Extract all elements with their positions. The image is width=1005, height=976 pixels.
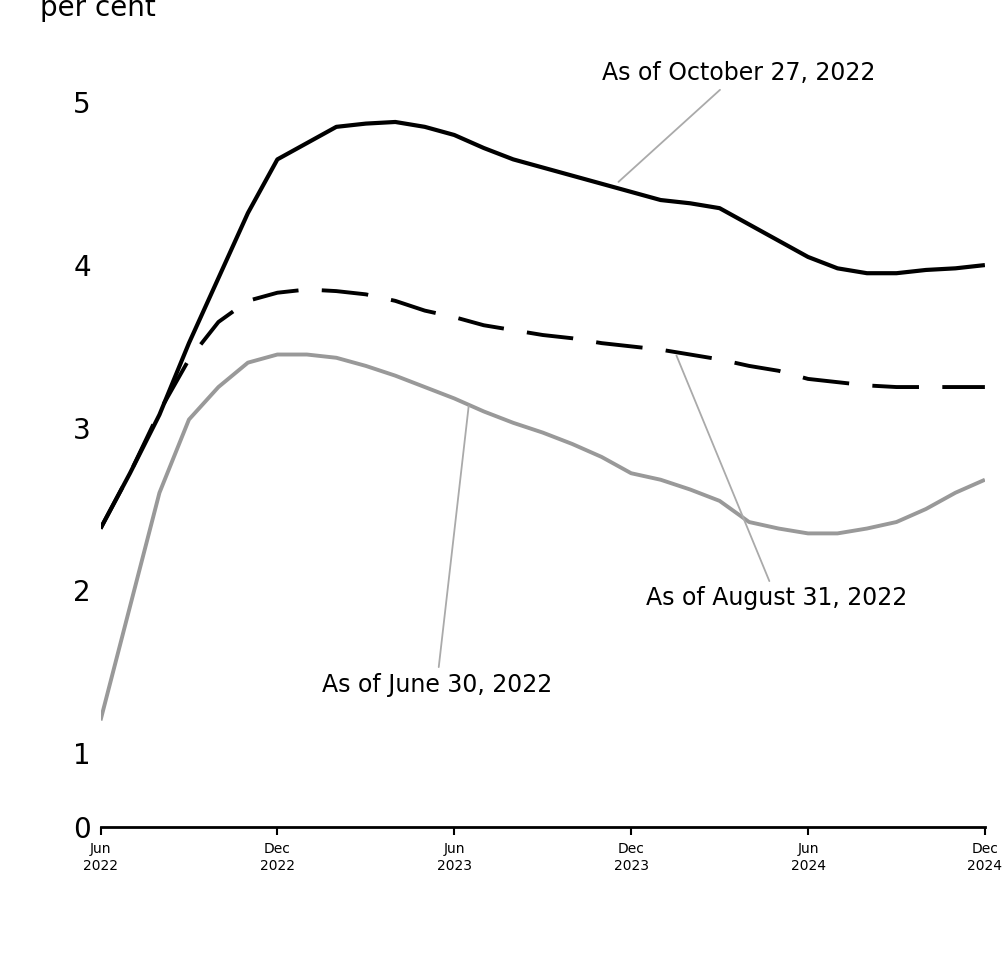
Text: As of October 27, 2022: As of October 27, 2022 [602, 61, 875, 182]
Text: per cent: per cent [40, 0, 156, 21]
Text: As of August 31, 2022: As of August 31, 2022 [646, 355, 908, 610]
Text: As of June 30, 2022: As of June 30, 2022 [322, 406, 552, 697]
